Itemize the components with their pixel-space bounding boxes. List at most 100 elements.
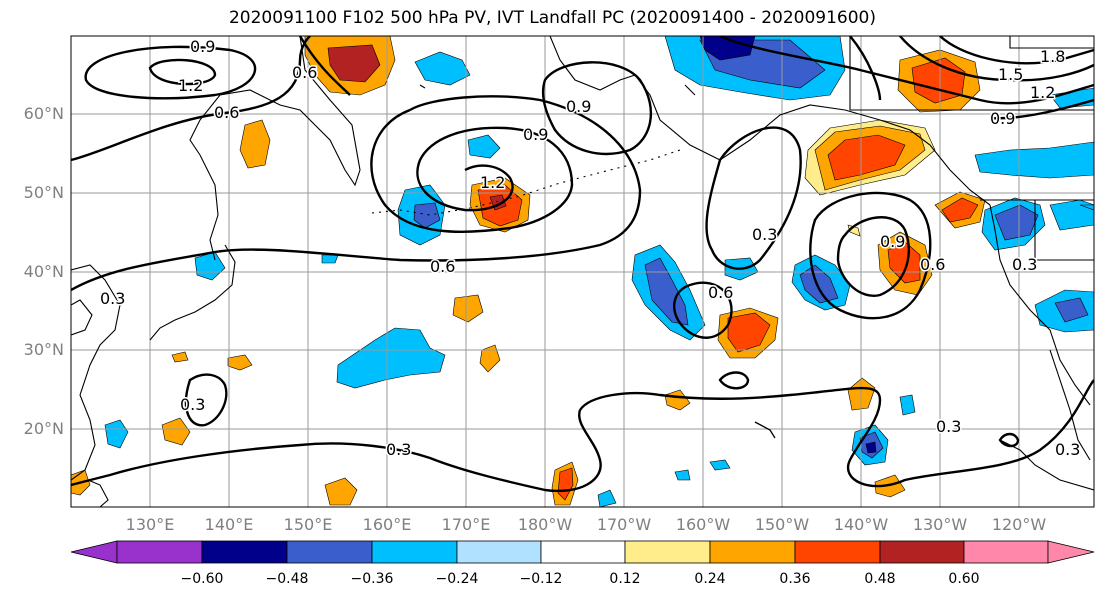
longitude-label: 130°W — [912, 515, 968, 534]
contour-label: 0.9 — [566, 97, 591, 116]
longitude-label: 170°E — [441, 515, 491, 534]
colorbar-tick-label: −0.12 — [519, 571, 563, 587]
contour-label: 0.6 — [430, 257, 455, 276]
latitude-label: 50°N — [23, 183, 64, 202]
contour-label: 1.2 — [480, 173, 505, 192]
contour-label: 0.9 — [190, 37, 215, 56]
anomaly-positive — [827, 134, 906, 181]
anomaly-negative — [597, 489, 617, 507]
longitude-label: 140°E — [204, 515, 254, 534]
latitude-label: 40°N — [23, 262, 64, 281]
contour-label: 0.6 — [708, 283, 733, 302]
longitude-label: 160°E — [362, 515, 412, 534]
colorbar-bin — [201, 540, 288, 564]
anomaly-negative — [674, 469, 691, 481]
anomaly-negative — [414, 51, 471, 86]
longitude-label: 150°W — [754, 515, 810, 534]
colorbar-bin — [709, 540, 796, 564]
anomaly-positive — [171, 351, 189, 363]
contour-label: 0.3 — [100, 289, 125, 308]
longitude-label: 140°W — [833, 515, 889, 534]
anomaly-positive — [887, 241, 921, 284]
latitude-label: 60°N — [23, 104, 64, 123]
anomaly-negative — [709, 459, 731, 471]
contour-label: 0.3 — [386, 440, 411, 459]
colorbar-extend-high — [1047, 540, 1095, 564]
colorbar-extend-low — [70, 540, 118, 564]
contour-label: 0.3 — [1055, 440, 1080, 459]
anomaly-positive — [227, 354, 253, 371]
colorbar-bin — [540, 540, 626, 564]
contour-label: 1.8 — [1040, 47, 1065, 66]
colorbar-tick-label: 0.12 — [609, 571, 641, 587]
colorbar-tick-label: 0.60 — [948, 571, 980, 587]
colorbar-tick-label: 0.48 — [864, 571, 896, 587]
anomaly-positive — [239, 119, 271, 169]
colorbar-bin — [794, 540, 881, 564]
contour-label: 0.6 — [920, 255, 945, 274]
colorbar-bin — [624, 540, 711, 564]
longitude-label: 150°E — [283, 515, 333, 534]
anomaly-negative — [1049, 199, 1094, 231]
anomaly-negative — [1054, 297, 1089, 323]
contour-label: 0.3 — [936, 417, 961, 436]
contour-label: 1.5 — [998, 65, 1023, 84]
pv-contours — [71, 36, 1094, 493]
colorbar-tick-label: −0.60 — [180, 571, 224, 587]
latitude-label: 20°N — [23, 419, 64, 438]
anomaly-negative — [644, 257, 689, 326]
contour-label: 0.9 — [880, 232, 905, 251]
anomaly-positive — [452, 294, 484, 323]
colorbar-tick-label: −0.36 — [350, 571, 394, 587]
contour-label: 0.3 — [752, 225, 777, 244]
anomaly-positive — [161, 417, 191, 446]
anomaly-negative — [699, 36, 756, 61]
anomaly-positive — [327, 44, 381, 83]
longitude-label: 120°W — [991, 515, 1047, 534]
colorbar-tick-label: 0.24 — [694, 571, 726, 587]
longitude-label: 180°W — [517, 515, 573, 534]
map-title: 2020091100 F102 500 hPa PV, IVT Landfall… — [228, 8, 876, 28]
colorbar — [70, 540, 1095, 564]
anomaly-negative — [336, 327, 446, 389]
anomaly-negative — [899, 394, 916, 416]
anomaly-negative — [974, 141, 1094, 179]
map-border — [70, 35, 1095, 508]
anomaly-negative — [321, 254, 339, 264]
contour-label: 1.2 — [1030, 83, 1055, 102]
longitude-label: 160°W — [675, 515, 731, 534]
anomaly-negative — [1079, 204, 1094, 211]
anomaly-positive — [664, 389, 691, 411]
anomaly-positive — [727, 312, 771, 353]
colorbar-tick-label: −0.24 — [435, 571, 479, 587]
colorbar-bin — [879, 540, 965, 564]
anomaly-negative — [104, 419, 129, 449]
latitude-label: 30°N — [23, 340, 64, 359]
colorbar-bin — [963, 540, 1049, 564]
contour-label: 0.3 — [1012, 255, 1037, 274]
contour-label: 0.3 — [180, 395, 205, 414]
colorbar-bin — [456, 540, 542, 564]
contour-label: 0.6 — [292, 63, 317, 82]
anomaly-negative — [994, 204, 1039, 241]
anomaly-positive — [941, 197, 979, 223]
contour-label: 1.2 — [178, 76, 203, 95]
longitude-label: 130°E — [125, 515, 175, 534]
anomaly-negative — [467, 134, 501, 159]
shaded-anomalies — [71, 36, 1094, 507]
colorbar-bin — [116, 540, 203, 564]
anomaly-positive — [874, 474, 906, 498]
contour-label: 0.6 — [214, 103, 239, 122]
colorbar-tick-label: −0.48 — [265, 571, 309, 587]
anomaly-negative — [865, 441, 877, 454]
colorbar-bin — [286, 540, 373, 564]
colorbar-tick-label: 0.36 — [779, 571, 811, 587]
anomaly-positive — [324, 477, 358, 506]
contour-label: 0.9 — [523, 125, 548, 144]
contour-labels: 0.9 1.2 0.6 0.6 0.9 0.9 1.2 0.6 0.3 0.9 … — [99, 36, 1082, 461]
anomaly-negative — [413, 202, 441, 229]
anomaly-positive — [479, 344, 501, 373]
contour-label: 0.9 — [990, 109, 1015, 128]
colorbar-bin — [371, 540, 458, 564]
